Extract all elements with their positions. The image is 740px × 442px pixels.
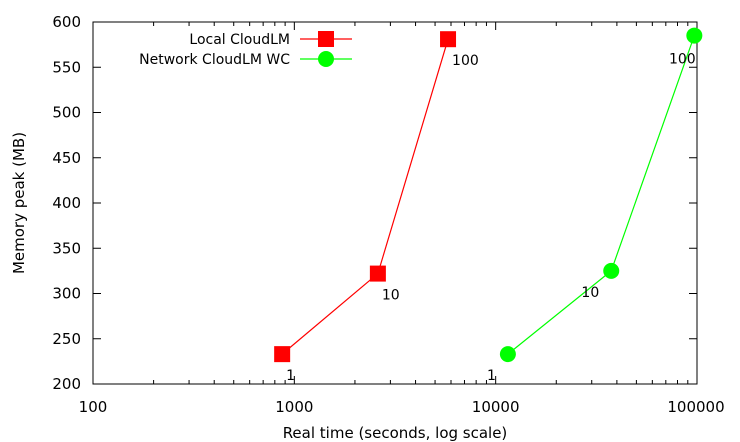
data-point — [274, 346, 291, 363]
legend-entry: Local CloudLM — [189, 31, 352, 48]
x-tick-label: 1000 — [275, 398, 313, 416]
x-axis-ticks: 100 1000 10000 100000 — [79, 22, 725, 416]
y-axis-title: Memory peak (MB) — [10, 132, 28, 274]
legend-marker — [318, 51, 334, 67]
series-line — [507, 35, 695, 355]
data-point — [603, 262, 620, 279]
y-tick-label: 550 — [52, 58, 81, 76]
point-label: 100 — [452, 53, 479, 69]
y-tick-label: 300 — [52, 285, 81, 303]
plot-frame — [92, 21, 698, 385]
legend-label: Local CloudLM — [189, 32, 290, 48]
point-label: 1 — [487, 368, 496, 384]
data-point — [499, 346, 516, 363]
series-layer: 1 10 100 1 10 100 — [274, 27, 703, 384]
x-axis-title: Real time (seconds, log scale) — [283, 424, 508, 442]
y-tick-label: 250 — [52, 330, 81, 348]
point-label: 10 — [581, 285, 599, 301]
x-tick-label: 100 — [79, 398, 108, 416]
y-tick-label: 500 — [52, 104, 81, 122]
series-local-cloudlm: 1 10 100 — [274, 31, 479, 384]
data-point — [686, 27, 703, 44]
y-axis-ticks: 200 250 300 350 400 450 500 550 600 — [52, 13, 697, 393]
legend-entry: Network CloudLM WC — [139, 51, 352, 68]
legend-label: Network CloudLM WC — [139, 52, 290, 68]
legend: Local CloudLM Network CloudLM WC — [139, 31, 352, 68]
point-label: 100 — [669, 52, 696, 68]
legend-marker — [318, 31, 334, 47]
series-network-cloudlm-wc: 1 10 100 — [487, 27, 703, 384]
y-tick-label: 200 — [52, 375, 81, 393]
x-tick-label: 100000 — [667, 398, 724, 416]
series-line — [281, 39, 449, 355]
y-tick-label: 600 — [52, 13, 81, 31]
y-tick-label: 350 — [52, 239, 81, 257]
data-point — [369, 265, 386, 282]
y-tick-label: 450 — [52, 149, 81, 167]
data-point — [440, 31, 457, 48]
y-tick-label: 400 — [52, 194, 81, 212]
point-label: 1 — [286, 368, 295, 384]
x-tick-label: 10000 — [472, 398, 520, 416]
point-label: 10 — [382, 288, 400, 304]
